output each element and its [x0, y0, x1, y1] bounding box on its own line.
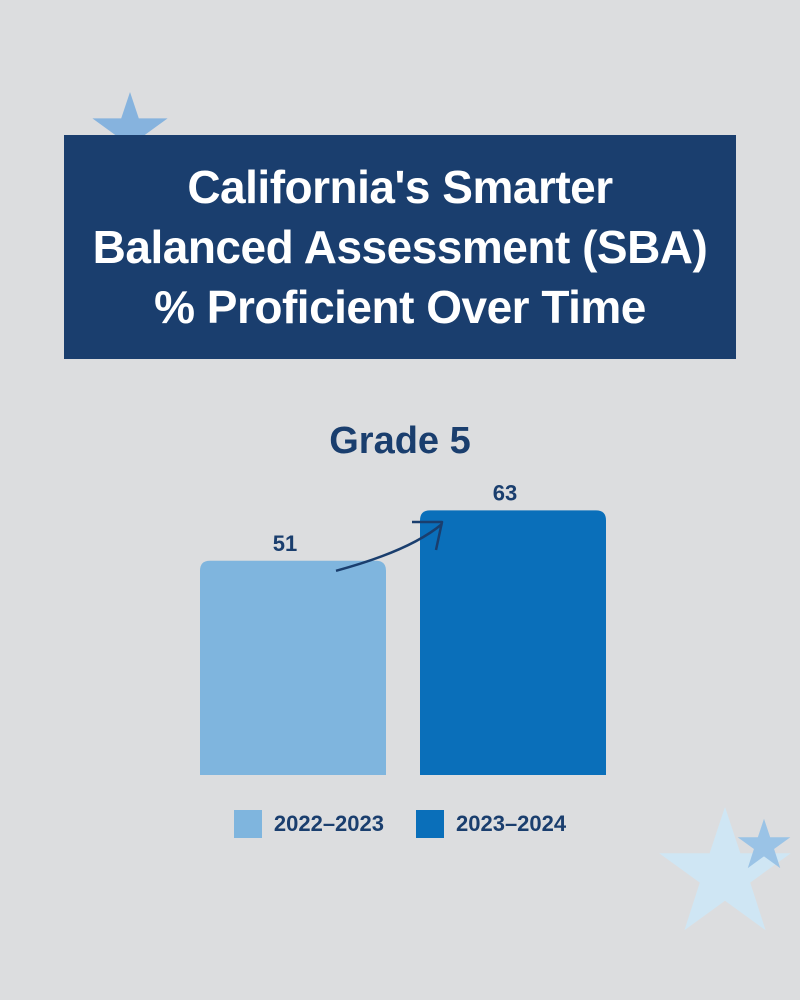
legend-swatch [416, 810, 444, 838]
trend-arrowhead [412, 520, 444, 551]
legend-item: 2022–2023 [233, 810, 384, 838]
star-icon [659, 807, 791, 931]
chart-title-line-2: Balanced Assessment (SBA) [92, 221, 708, 273]
trend-arrow [335, 523, 443, 573]
legend-swatch [233, 810, 262, 838]
data-label: 63 [493, 480, 517, 505]
title-banner: California's Smarter Balanced Assessment… [64, 135, 736, 359]
legend-label: 2022–2023 [273, 811, 384, 836]
chart-subtitle: Grade 5 [329, 420, 471, 462]
star-icon [737, 818, 791, 869]
legend-label: 2023–2024 [456, 811, 567, 836]
bar [420, 510, 606, 775]
bar [200, 560, 386, 775]
legend: 2022–2023 2023–2024 [0, 810, 800, 838]
chart-title-line-1: California's Smarter [187, 161, 613, 213]
data-label: 51 [273, 531, 297, 556]
legend-item: 2023–2024 [416, 810, 566, 838]
star-icon [92, 92, 168, 163]
chart-title-line-3: % Proficient Over Time [154, 281, 646, 333]
